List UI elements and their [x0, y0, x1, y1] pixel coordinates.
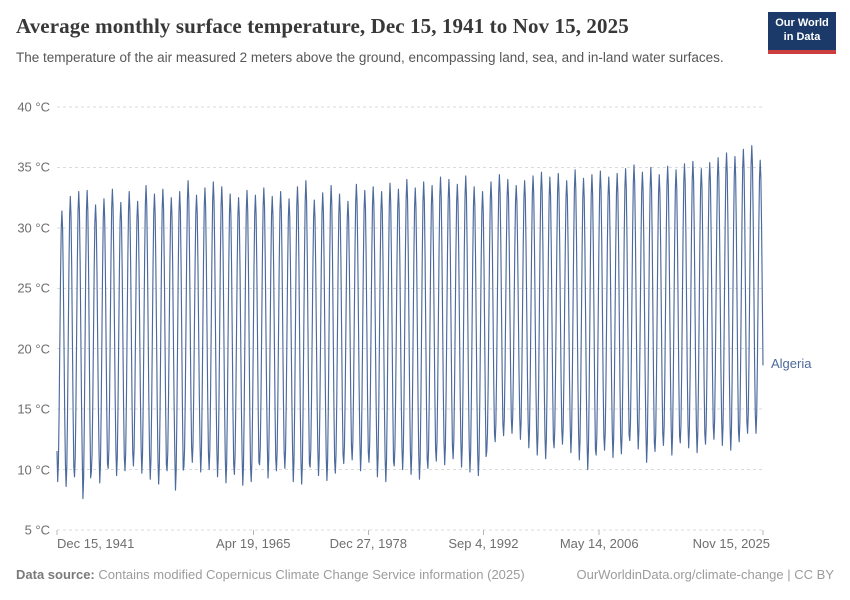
x-tick-label: Nov 15, 2025 [692, 536, 770, 551]
y-tick-label: 25 °C [17, 280, 50, 296]
page-title: Average monthly surface temperature, Dec… [16, 14, 629, 38]
footer-separator: | [783, 567, 795, 582]
y-tick-label: 40 °C [17, 99, 50, 115]
algeria-temperature-line[interactable] [56, 145, 764, 500]
data-source-label: Data source: [16, 567, 95, 582]
x-tick-label: Sep 4, 1992 [448, 536, 519, 551]
y-tick-label: 20 °C [17, 341, 50, 357]
chart-subtitle: The temperature of the air measured 2 me… [16, 50, 724, 65]
y-tick-label: 5 °C [24, 522, 50, 538]
series-label-algeria[interactable]: Algeria [771, 356, 812, 372]
y-tick-label: 35 °C [17, 159, 50, 175]
owid-logo-line2: in Data [783, 31, 821, 43]
data-source-note: Data source: Contains modified Copernicu… [16, 567, 525, 582]
x-tick-label: Apr 19, 1965 [216, 536, 291, 551]
owid-logo-red-bar [768, 50, 836, 54]
chart-footer: Data source: Contains modified Copernicu… [16, 567, 834, 582]
owid-logo-line1: Our World [775, 17, 829, 30]
data-source-text: Contains modified Copernicus Climate Cha… [98, 567, 525, 582]
footer-links: OurWorldinData.org/climate-change | CC B… [577, 567, 834, 582]
owid-logo[interactable]: Our World in Data [768, 12, 836, 54]
y-tick-label: 10 °C [17, 462, 50, 478]
y-tick-label: 15 °C [17, 401, 50, 417]
x-tick-label: May 14, 2006 [559, 536, 639, 551]
x-tick-label: Dec 15, 1941 [57, 536, 135, 551]
y-tick-label: 30 °C [17, 220, 50, 236]
license-link[interactable]: CC BY [794, 567, 834, 582]
x-tick-label: Dec 27, 1978 [329, 536, 408, 551]
owid-url-link[interactable]: OurWorldinData.org/climate-change [576, 567, 784, 582]
